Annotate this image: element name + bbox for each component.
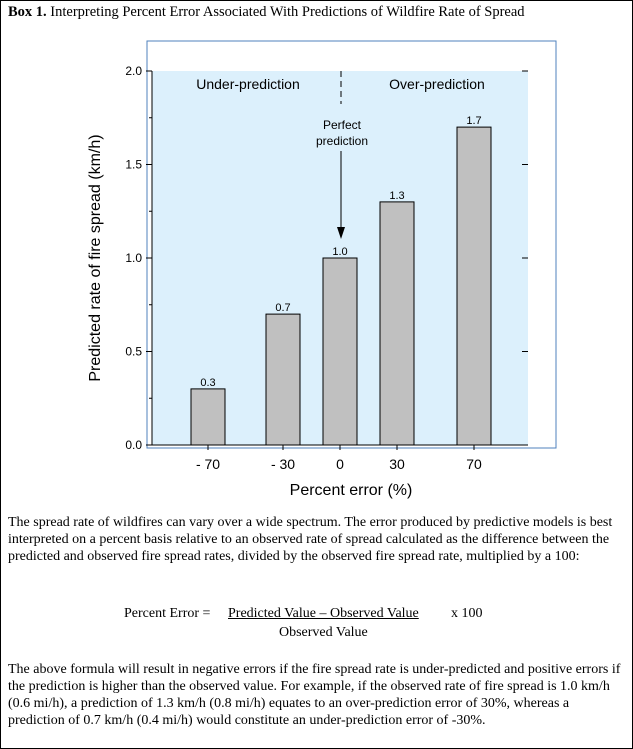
bar [322,257,358,446]
y-tick-label: 0.5 [125,345,142,359]
x-tick-label: - 70 [196,456,220,472]
formula-label: Percent Error = [124,606,211,621]
over-prediction-label: Over-prediction [389,76,485,92]
perfect-prediction-label-2: prediction [316,134,368,148]
bar-value-label: 1.0 [332,246,347,258]
x-tick-label: 30 [389,456,405,472]
arrow-head [337,227,345,239]
bar [190,388,226,446]
bar-value-label: 1.3 [389,190,404,202]
perfect-prediction-label-1: Perfect [323,118,362,132]
bar-value-label: 1.7 [466,115,481,127]
x-axis-title: Percent error (%) [290,482,413,499]
box-title-text: Interpreting Percent Error Associated Wi… [50,4,525,20]
y-tick-label: 2.0 [125,64,142,78]
explanation-paragraph: The above formula will result in negativ… [8,662,621,728]
bar-chart: 0.3 0.7 1.0 1.3 1.7 Under-prediction Over-pr… [87,40,557,499]
bar-value-label: 0.3 [200,377,215,389]
y-tick-label: 1.5 [125,158,142,172]
x-tick-label: 70 [466,456,482,472]
under-prediction-label: Under-prediction [196,76,300,92]
intro-paragraph: The spread rate of wildfires can vary ov… [8,515,613,564]
bar [456,126,492,446]
formula-numerator: Predicted Value – Observed Value [228,606,419,621]
y-tick-label: 0.0 [125,438,142,452]
y-axis-title: Predicted rate of fire spread (km/h) [87,134,104,381]
formula-denominator: Observed Value [279,625,368,640]
bar [265,313,301,446]
x-tick-label: 0 [336,456,344,472]
formula-multiplier: x 100 [451,606,483,621]
x-tick-label: - 30 [271,456,295,472]
bar-value-label: 0.7 [275,302,290,314]
y-tick-label: 1.0 [125,251,142,265]
box-title: Box 1. Interpreting Percent Error Associ… [8,4,525,21]
box-label: Box 1. [8,4,47,20]
bar [379,201,415,446]
